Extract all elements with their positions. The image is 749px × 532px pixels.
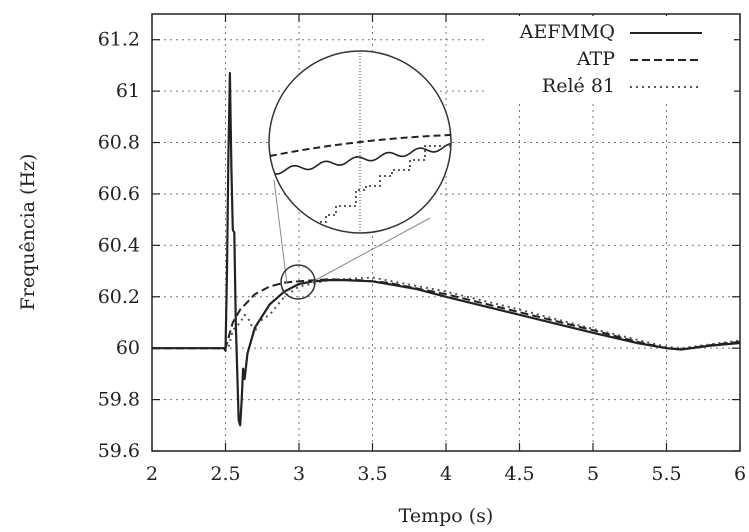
x-tick-label: 3 <box>293 463 305 485</box>
x-tick-label: 3.5 <box>357 463 387 485</box>
plot-frame <box>151 13 741 452</box>
legend-label-rele: Relé 81 <box>542 75 615 97</box>
legend-label-atp: ATP <box>576 48 615 70</box>
y-tick-label: 60.2 <box>98 286 140 308</box>
legend: AEFMMQ ATP Relé 81 <box>484 16 734 100</box>
y-tick-label: 61 <box>116 80 140 102</box>
y-tick-label: 59.8 <box>98 389 140 411</box>
y-tick-label: 60.8 <box>98 132 140 154</box>
x-tick-label: 4 <box>440 463 452 485</box>
zoom-connector-right <box>311 217 431 283</box>
x-tick-label: 2 <box>146 463 158 485</box>
y-tick-label: 59.6 <box>98 440 140 462</box>
inset-atp-curve <box>269 134 451 157</box>
zoom-inset <box>268 50 452 234</box>
x-axis-title: Tempo (s) <box>399 505 494 527</box>
inset-rele-curve <box>300 145 451 223</box>
x-tick-label: 6 <box>734 463 746 485</box>
x-tick-label: 4.5 <box>504 463 534 485</box>
series-line-rel-81 <box>152 276 740 350</box>
x-tick-label: 5 <box>587 463 599 485</box>
x-tick-label: 5.5 <box>651 463 681 485</box>
series-layer <box>152 72 740 427</box>
y-axis-title: Frequência (Hz) <box>17 154 39 311</box>
series-line-aefmmq <box>152 72 740 427</box>
y-tick-label: 61.2 <box>98 29 140 51</box>
x-tick-label: 2.5 <box>210 463 240 485</box>
zoom-connector-left <box>273 179 288 285</box>
legend-label-aefmmq: AEFMMQ <box>519 21 615 43</box>
axis-ticks: 2 2.5 3 3.5 4 4.5 5 5.5 6 59.6 59.8 60 60.2 60.4 60.6 6… <box>98 14 746 485</box>
zoom-highlight-circle <box>280 264 316 300</box>
y-tick-label: 60.4 <box>98 234 140 256</box>
y-tick-label: 60 <box>116 337 140 359</box>
y-tick-label: 60.6 <box>98 183 140 205</box>
